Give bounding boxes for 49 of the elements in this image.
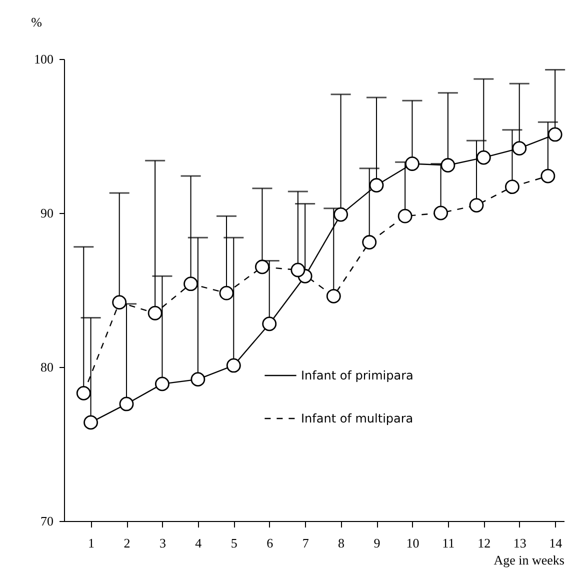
x-tick-label: 13 <box>513 536 526 550</box>
point <box>398 208 412 224</box>
legend-label: Infant of multipara <box>301 412 414 426</box>
point <box>119 396 134 412</box>
point <box>112 295 127 310</box>
x-tick-label: 1 <box>88 536 95 550</box>
point <box>469 198 484 213</box>
point <box>404 156 420 171</box>
point <box>148 306 162 320</box>
point <box>548 127 562 142</box>
x-tick-label: 6 <box>266 536 274 550</box>
x-tick-label: 8 <box>338 536 345 550</box>
y-tick-label: 100 <box>34 52 54 66</box>
point <box>434 206 448 220</box>
y-tick-label: 70 <box>40 514 54 528</box>
point <box>190 372 206 387</box>
x-tick-label: 14 <box>549 536 563 550</box>
x-axis-title: Age in weeks <box>494 552 564 568</box>
point <box>254 260 270 274</box>
x-tick-label: 9 <box>374 536 380 550</box>
point <box>184 276 198 292</box>
point <box>290 262 306 278</box>
x-tick-label: 5 <box>230 536 238 550</box>
point <box>219 286 234 300</box>
x-tick-label: 11 <box>442 536 455 550</box>
point <box>334 207 348 222</box>
point <box>154 376 170 392</box>
y-axis-title: % <box>31 14 42 30</box>
point <box>226 358 241 373</box>
point <box>504 180 520 194</box>
point <box>476 150 491 165</box>
y-tick-label: 90 <box>40 206 54 220</box>
x-tick-label: 12 <box>478 536 491 550</box>
y-tick-label: 80 <box>40 360 54 374</box>
point <box>369 178 384 192</box>
point <box>76 386 91 400</box>
legend-label: Infant of primipara <box>301 368 414 382</box>
point <box>440 158 456 172</box>
point <box>326 288 341 304</box>
point <box>540 168 556 184</box>
x-tick-label: 7 <box>302 536 310 550</box>
point <box>512 141 527 156</box>
point <box>362 235 377 250</box>
point <box>262 316 277 332</box>
x-tick-label: 4 <box>195 536 202 550</box>
x-tick-label: 10 <box>406 536 420 550</box>
point <box>84 415 98 430</box>
x-tick-label: 3 <box>159 536 166 550</box>
x-tick-label: 2 <box>124 536 130 550</box>
